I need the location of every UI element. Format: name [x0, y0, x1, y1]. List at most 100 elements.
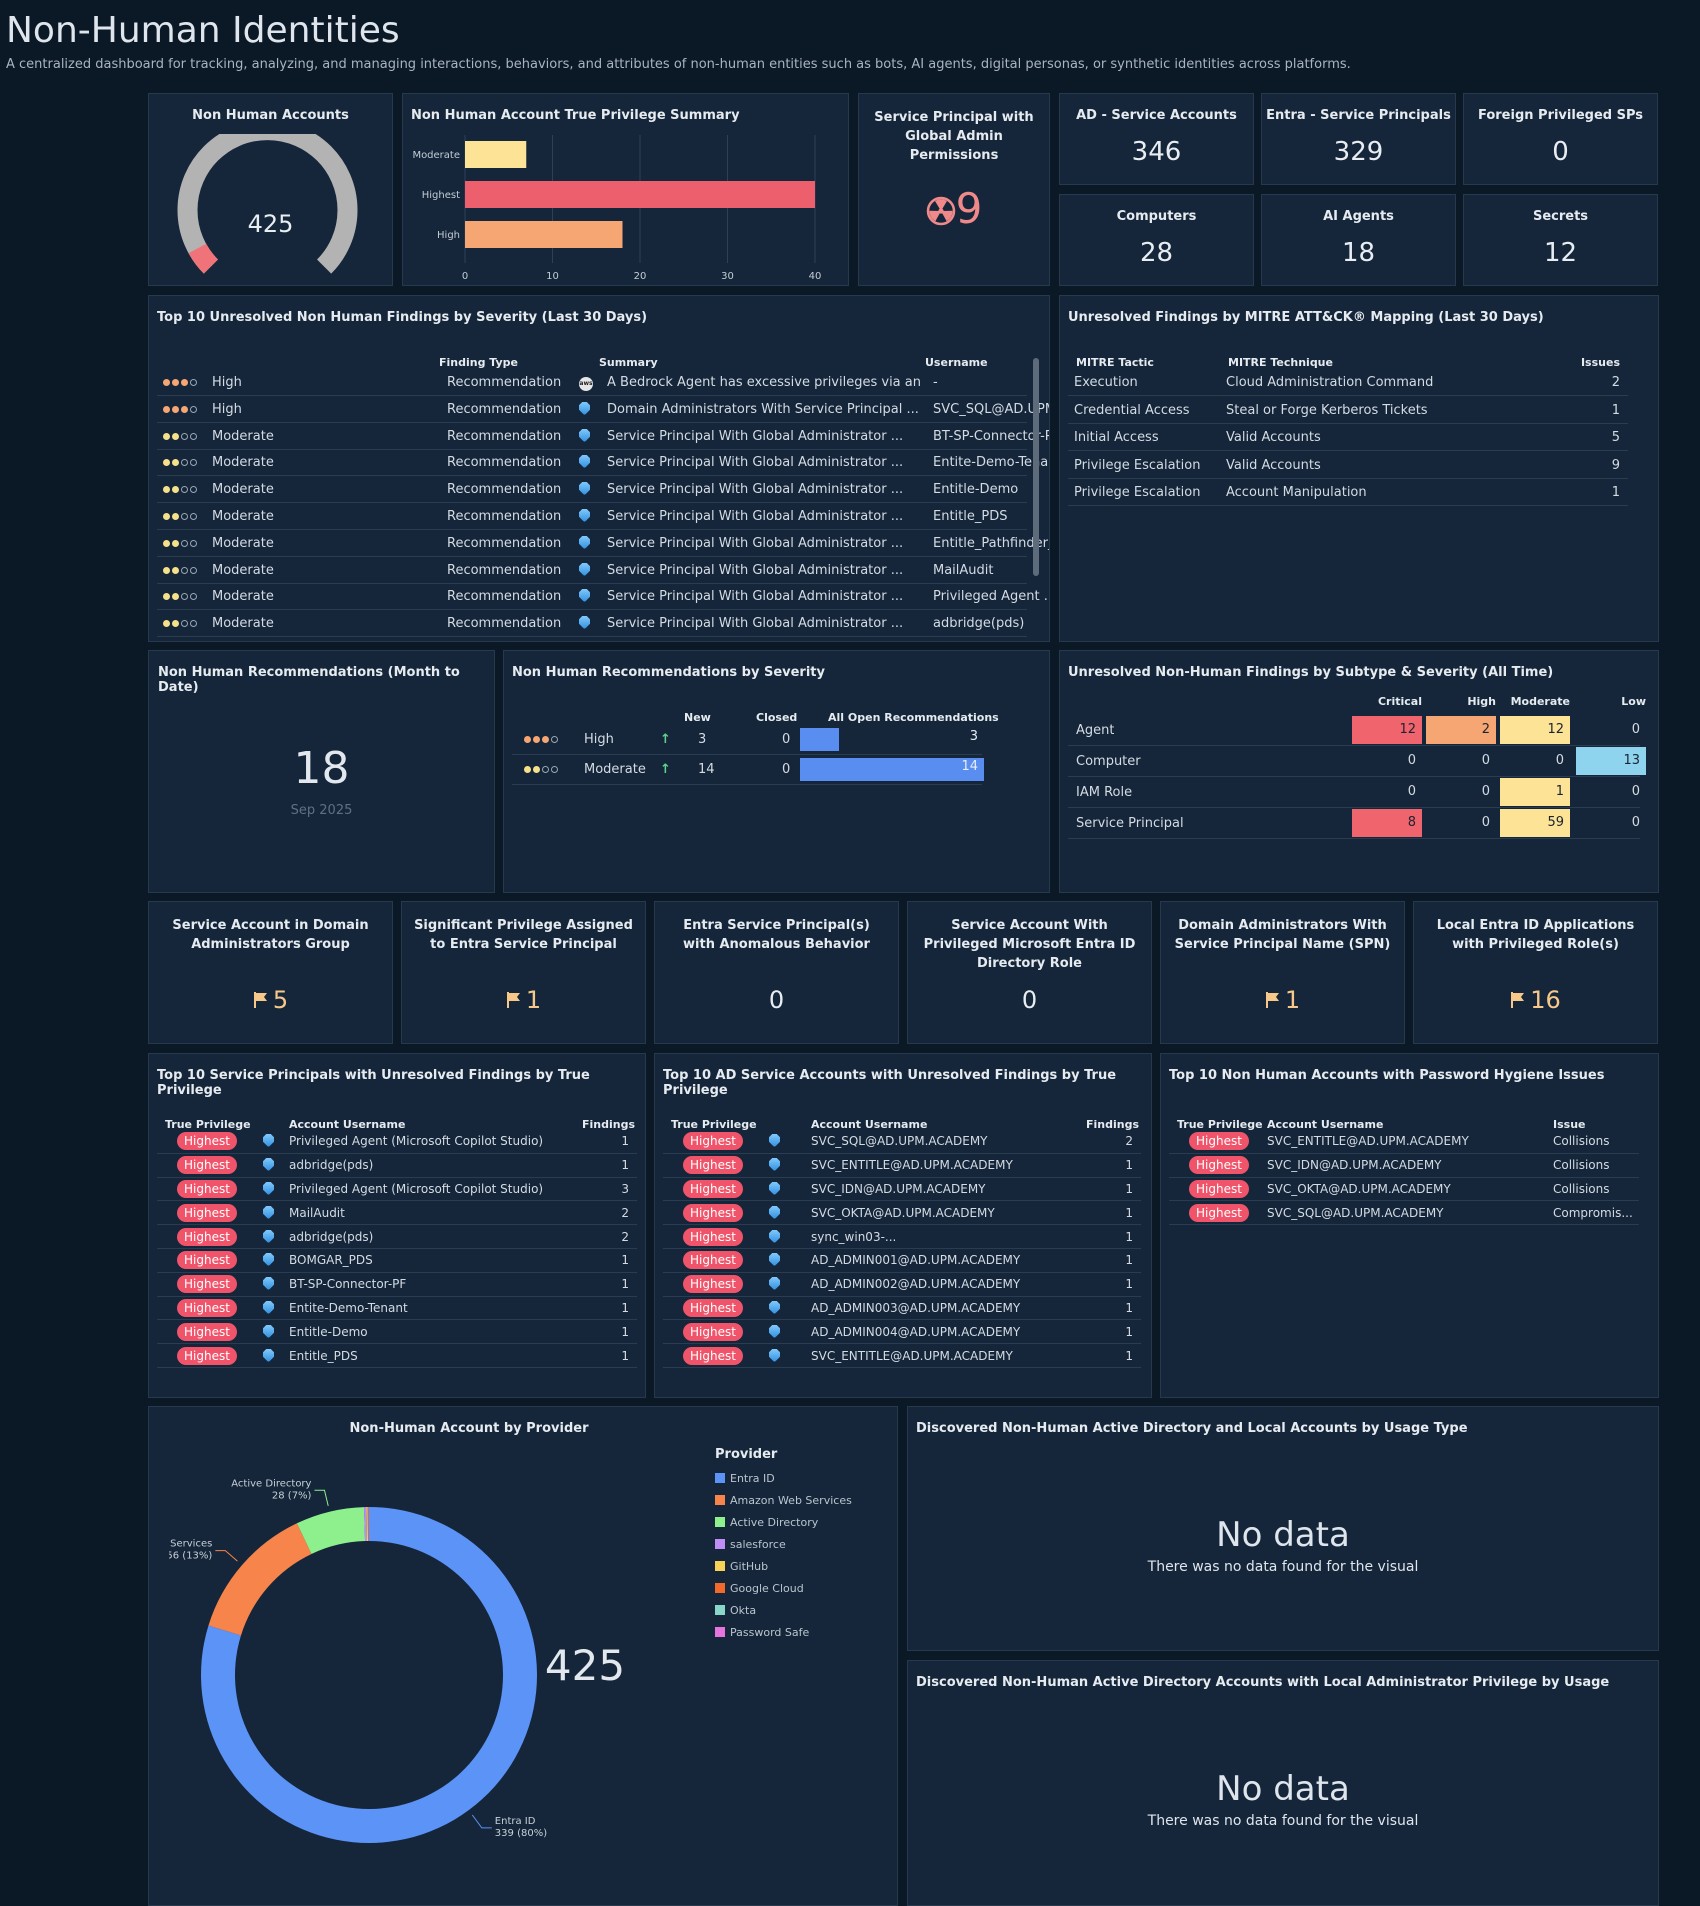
column-header[interactable]: Moderate: [1510, 695, 1570, 708]
account-row[interactable]: Highest BT-SP-Connector-PF 1: [157, 1273, 637, 1297]
kpi-tile[interactable]: AD - Service Accounts 346: [1059, 93, 1254, 185]
slice-salesforce[interactable]: [364, 1507, 368, 1542]
slice-google-cloud[interactable]: [367, 1507, 369, 1542]
recommendations-mtd-card[interactable]: Non Human Recommendations (Month to Date…: [148, 650, 495, 893]
kpi-tile[interactable]: Foreign Privileged SPs 0: [1463, 93, 1658, 185]
column-header[interactable]: Summary: [599, 356, 658, 369]
bar-highest[interactable]: [465, 181, 815, 208]
top-service-principals-card[interactable]: Top 10 Service Principals with Unresolve…: [148, 1053, 646, 1398]
account-row[interactable]: Highest Privileged Agent (Microsoft Copil…: [157, 1178, 637, 1202]
account-row[interactable]: Highest Entite-Demo-Tenant 1: [157, 1297, 637, 1321]
scrollbar[interactable]: [1033, 358, 1039, 576]
finding-row[interactable]: High Recommendation aws A Bedrock Agent has…: [157, 370, 1027, 396]
subtype-severity-card[interactable]: Unresolved Non-Human Findings by Subtype…: [1059, 650, 1659, 893]
finding-row[interactable]: Moderate Recommendation Service Principal …: [157, 611, 1027, 638]
heatmap-cell[interactable]: 0: [1631, 722, 1640, 737]
usage-type-card[interactable]: Discovered Non-Human Active Directory an…: [907, 1406, 1659, 1651]
account-row[interactable]: Highest SVC_IDN@AD.UPM.ACADEMY Collisions: [1169, 1154, 1639, 1178]
account-row[interactable]: Highest sync_win03-... 1: [663, 1225, 1141, 1249]
true-privilege-summary-card[interactable]: Non Human Account True Privilege Summary…: [402, 93, 849, 286]
column-header[interactable]: Critical: [1377, 695, 1422, 708]
accounts-by-provider-card[interactable]: Non-Human Account by Provider Entra ID 33…: [148, 1406, 898, 1906]
alert-tile[interactable]: Entra Service Principal(s) with Anomalou…: [654, 901, 899, 1044]
column-header[interactable]: All Open Recommendations: [828, 711, 999, 724]
recommendations-severity-card[interactable]: Non Human Recommendations by Severity Ne…: [503, 650, 1050, 893]
finding-row[interactable]: Moderate Recommendation Service Principal …: [157, 558, 1027, 584]
column-header[interactable]: Findings: [581, 1118, 635, 1131]
heatmap-cell[interactable]: 0: [1631, 784, 1640, 799]
legend-item[interactable]: Amazon Web Services: [715, 1494, 852, 1507]
legend-item[interactable]: Entra ID: [715, 1472, 852, 1485]
heatmap-cell[interactable]: 12: [1500, 716, 1570, 744]
mitre-findings-card[interactable]: Unresolved Findings by MITRE ATT&CK® Map…: [1059, 295, 1659, 642]
account-row[interactable]: Highest SVC_SQL@AD.UPM.ACADEMY Compromis..…: [1169, 1201, 1639, 1226]
account-row[interactable]: Highest SVC_ENTITLE@AD.UPM.ACADEMY 1: [663, 1154, 1141, 1178]
mitre-row[interactable]: Execution Cloud Administration Command 2: [1068, 370, 1628, 396]
bar-high[interactable]: [465, 221, 623, 248]
account-row[interactable]: Highest MailAudit 2: [157, 1201, 637, 1226]
alert-tile[interactable]: Significant Privilege Assigned to Entra …: [401, 901, 646, 1044]
severity-row[interactable]: High ↑ 3 0 3: [512, 725, 982, 755]
column-header[interactable]: Issue: [1553, 1118, 1586, 1131]
mitre-row[interactable]: Initial Access Valid Accounts 5: [1068, 425, 1628, 451]
heatmap-cell[interactable]: 0: [1481, 815, 1490, 830]
account-row[interactable]: Highest SVC_OKTA@AD.UPM.ACADEMY Collisions: [1169, 1178, 1639, 1202]
heatmap-cell[interactable]: 0: [1631, 815, 1640, 830]
account-row[interactable]: Highest BOMGAR_PDS 1: [157, 1249, 637, 1273]
column-header[interactable]: True Privilege: [1177, 1118, 1263, 1131]
legend-item[interactable]: Password Safe: [715, 1626, 852, 1639]
column-header[interactable]: MITRE Tactic: [1076, 356, 1154, 369]
non-human-accounts-gauge-card[interactable]: Non Human Accounts 425: [148, 93, 393, 286]
column-header[interactable]: Account Username: [811, 1118, 928, 1131]
account-row[interactable]: Highest AD_ADMIN001@AD.UPM.ACADEMY 1: [663, 1249, 1141, 1273]
account-row[interactable]: Highest SVC_OKTA@AD.UPM.ACADEMY 1: [663, 1201, 1141, 1226]
subtype-row[interactable]: Agent 12 2 12 0: [1068, 715, 1640, 746]
alert-tile[interactable]: Service Account in Domain Administrators…: [148, 901, 393, 1044]
heatmap-cell[interactable]: 0: [1407, 753, 1416, 768]
alert-tile[interactable]: Local Entra ID Applications with Privile…: [1413, 901, 1658, 1044]
finding-row[interactable]: Moderate Recommendation Service Principal …: [157, 531, 1049, 557]
account-row[interactable]: Highest SVC_ENTITLE@AD.UPM.ACADEMY 1: [663, 1344, 1141, 1368]
kpi-tile[interactable]: Entra - Service Principals 329: [1261, 93, 1456, 185]
legend-item[interactable]: GitHub: [715, 1560, 852, 1573]
kpi-tile[interactable]: AI Agents 18: [1261, 194, 1456, 286]
account-row[interactable]: Highest adbridge(pds) 2: [157, 1225, 637, 1249]
subtype-row[interactable]: Computer 0 0 0 13: [1068, 746, 1646, 777]
column-header[interactable]: Finding Type: [439, 356, 518, 369]
finding-row[interactable]: Moderate Recommendation Service Principal …: [157, 424, 1049, 450]
top-ad-service-accounts-card[interactable]: Top 10 AD Service Accounts with Unresolv…: [654, 1053, 1152, 1398]
column-header[interactable]: High: [1467, 695, 1496, 708]
kpi-tile[interactable]: Computers 28: [1059, 194, 1254, 286]
finding-row[interactable]: High Recommendation Domain Administrators …: [157, 397, 1049, 423]
column-header[interactable]: True Privilege: [165, 1118, 251, 1131]
kpi-tile[interactable]: Secrets 12: [1463, 194, 1658, 286]
heatmap-cell[interactable]: 0: [1481, 753, 1490, 768]
account-row[interactable]: Highest AD_ADMIN004@AD.UPM.ACADEMY 1: [663, 1320, 1141, 1345]
legend-item[interactable]: salesforce: [715, 1538, 852, 1551]
subtype-row[interactable]: Service Principal 8 0 59 0: [1068, 808, 1640, 839]
column-header[interactable]: Findings: [1085, 1118, 1139, 1131]
heatmap-cell[interactable]: 2: [1426, 716, 1496, 744]
slice-active-directory[interactable]: [296, 1507, 366, 1554]
column-header[interactable]: True Privilege: [671, 1118, 757, 1131]
bar-moderate[interactable]: [465, 141, 527, 168]
slice-github[interactable]: [366, 1507, 369, 1542]
column-header[interactable]: Account Username: [289, 1118, 406, 1131]
legend-item[interactable]: Google Cloud: [715, 1582, 852, 1595]
heatmap-cell[interactable]: 59: [1500, 809, 1570, 837]
column-header[interactable]: Closed: [756, 711, 798, 724]
column-header[interactable]: Username: [925, 356, 988, 369]
column-header[interactable]: Low: [1621, 695, 1646, 708]
alert-tile[interactable]: Service Account With Privileged Microsof…: [907, 901, 1152, 1044]
heatmap-cell[interactable]: 0: [1481, 784, 1490, 799]
heatmap-cell[interactable]: 1: [1500, 778, 1570, 806]
legend-item[interactable]: Active Directory: [715, 1516, 852, 1529]
account-row[interactable]: Highest Privileged Agent (Microsoft Copil…: [157, 1130, 637, 1154]
account-row[interactable]: Highest AD_ADMIN002@AD.UPM.ACADEMY 1: [663, 1273, 1141, 1297]
account-row[interactable]: Highest AD_ADMIN003@AD.UPM.ACADEMY 1: [663, 1297, 1141, 1321]
mitre-row[interactable]: Credential Access Steal or Forge Kerberos…: [1068, 398, 1628, 424]
legend-item[interactable]: Okta: [715, 1604, 852, 1617]
finding-row[interactable]: Moderate Recommendation Service Principal …: [157, 450, 1049, 477]
column-header[interactable]: Account Username: [1267, 1118, 1384, 1131]
heatmap-cell[interactable]: 13: [1576, 747, 1646, 775]
